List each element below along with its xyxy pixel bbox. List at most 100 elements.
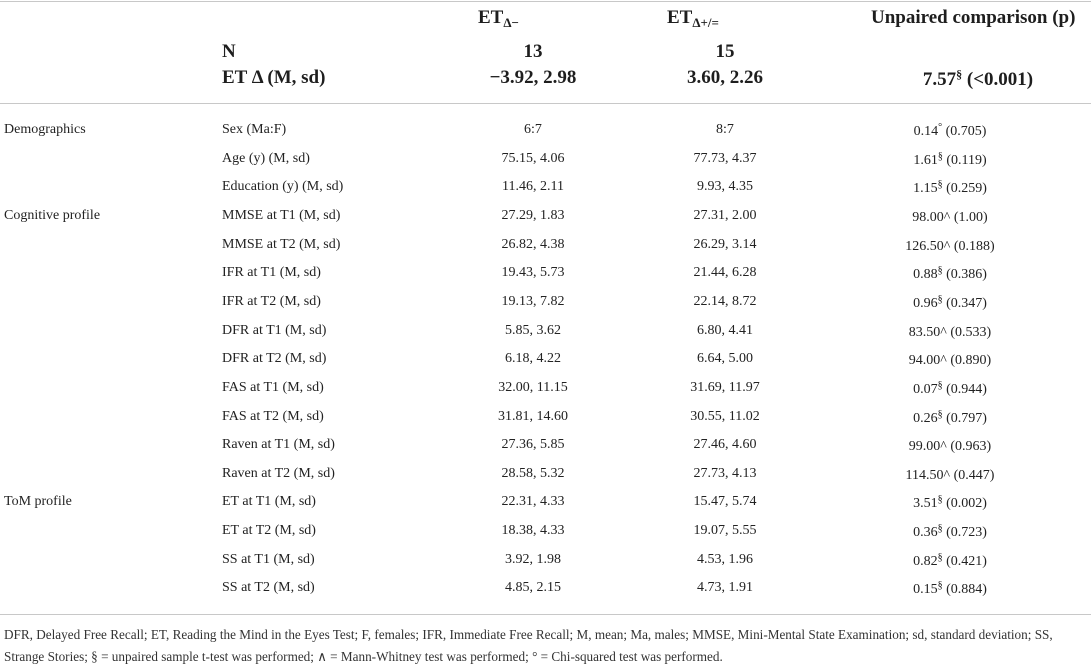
table-row: Raven at T2 (M, sd) 28.58, 5.32 27.73, 4.1… [0, 461, 1091, 489]
group1-value: 19.13, 7.82 [501, 293, 565, 309]
table-row: Raven at T1 (M, sd) 27.36, 5.85 27.46, 4.6… [0, 432, 1091, 460]
group1-value: 75.15, 4.06 [501, 150, 565, 166]
test-statistic: 0.14 [913, 124, 939, 139]
group2-value: 27.73, 4.13 [693, 465, 757, 481]
group2-value: 31.69, 11.97 [690, 379, 760, 395]
test-statistic: 0.07 [913, 381, 938, 397]
variable-label: Sex (Ma:F) [222, 122, 287, 137]
group1-value: 19.43, 5.73 [501, 265, 565, 281]
group2-value: 8:7 [716, 122, 734, 137]
group1-value: 11.46, 2.11 [502, 179, 564, 195]
table-row: ET at T2 (M, sd) 18.38, 4.33 19.07, 5.55 0.… [0, 518, 1091, 546]
et-delta-p: (<0.001) [962, 69, 1034, 90]
test-statistic: 126.50^ [905, 238, 951, 254]
group2-value: 4.73, 1.91 [697, 580, 753, 596]
variable-label: SS at T2 (M, sd) [222, 580, 315, 596]
p-value: (0.002) [942, 496, 987, 512]
test-mark: § [937, 494, 943, 506]
test-statistic: 98.00^ [912, 209, 951, 225]
group1-value: 22.31, 4.33 [501, 494, 565, 510]
group1-value: 32.00, 11.15 [498, 379, 568, 395]
table-row: DFR at T1 (M, sd) 5.85, 3.62 6.80, 4.41 83.… [0, 318, 1091, 346]
table-top-rule [0, 1, 1091, 2]
group2-value: 22.14, 8.72 [693, 293, 757, 309]
comparison-value: 114.50^ (0.447) [880, 466, 1020, 484]
variable-label: FAS at T2 (M, sd) [222, 408, 324, 424]
variable-label: DFR at T2 (M, sd) [222, 351, 327, 367]
p-value: (1.00) [950, 209, 988, 225]
test-statistic: 99.00^ [908, 439, 947, 455]
comparison-value: 0.14° (0.705) [880, 122, 1020, 140]
table-bottom-rule [0, 614, 1091, 615]
header-body-rule [0, 103, 1091, 104]
p-value: (0.944) [942, 381, 987, 397]
test-statistic: 83.50^ [908, 324, 947, 340]
table-row: Age (y) (M, sd) 75.15, 4.06 77.73, 4.37 1.6… [0, 146, 1091, 174]
test-statistic: 0.88 [913, 267, 938, 283]
column-header-et-delta-minus: ETΔ− [478, 7, 519, 31]
p-value: (0.797) [942, 410, 987, 426]
test-mark: § [937, 551, 943, 563]
group1-value: 18.38, 4.33 [501, 523, 565, 539]
table-row: Cognitive profile MMSE at T1 (M, sd) 27.29… [0, 203, 1091, 231]
group1-value: 27.29, 1.83 [501, 207, 565, 223]
group1-value: 3.92, 1.98 [505, 551, 561, 567]
test-statistic: 0.26 [913, 410, 938, 426]
comparison-value: 126.50^ (0.188) [880, 237, 1020, 255]
comparison-value: 0.26§ (0.797) [880, 409, 1020, 427]
group2-value: 15.47, 5.74 [693, 494, 757, 510]
column-header-et-delta-plus: ETΔ+/= [667, 7, 719, 31]
test-statistic: 1.15 [913, 181, 938, 197]
group2-value: 21.44, 6.28 [693, 265, 757, 281]
test-mark: § [937, 523, 943, 535]
group2-value: 77.73, 4.37 [693, 150, 757, 166]
variable-label: ET at T2 (M, sd) [222, 523, 316, 539]
group1-value: 5.85, 3.62 [505, 322, 561, 338]
comparison-value: 0.07§ (0.944) [880, 380, 1020, 398]
p-value: (0.963) [946, 439, 992, 455]
variable-label: Age (y) (M, sd) [222, 150, 310, 166]
comparison-value: 1.61§ (0.119) [880, 151, 1020, 169]
group1-value: 31.81, 14.60 [498, 408, 568, 424]
group1-value: 28.58, 5.32 [501, 465, 565, 481]
column-header-et-delta-plus-label: ET [667, 7, 693, 28]
p-value: (0.347) [942, 295, 987, 311]
table-row: Education (y) (M, sd) 11.46, 2.11 9.93, 4.… [0, 174, 1091, 202]
column-header-comparison: Unpaired comparison (p) [871, 7, 1075, 29]
test-mark: § [937, 293, 943, 305]
table-row: IFR at T1 (M, sd) 19.43, 5.73 21.44, 6.28 0… [0, 260, 1091, 288]
group1-value: 26.82, 4.38 [501, 236, 565, 252]
n-label: N [222, 41, 236, 62]
test-mark: § [937, 580, 943, 592]
group2-value: 9.93, 4.35 [697, 179, 753, 195]
group2-value: 6.64, 5.00 [697, 351, 753, 367]
comparison-value: 83.50^ (0.533) [880, 323, 1020, 341]
table-row: ToM profile ET at T1 (M, sd) 22.31, 4.33 15… [0, 489, 1091, 517]
variable-label: DFR at T1 (M, sd) [222, 322, 327, 338]
variable-label: Education (y) (M, sd) [222, 179, 344, 195]
comparison-value: 0.88§ (0.386) [880, 265, 1020, 283]
group2-value: 27.46, 4.60 [693, 437, 757, 453]
group1-value: 6.18, 4.22 [505, 351, 561, 367]
variable-label: ET at T1 (M, sd) [222, 494, 316, 510]
et-delta-group1: −3.92, 2.98 [489, 67, 577, 88]
column-header-et-delta-minus-sub: Δ− [503, 15, 519, 30]
variable-label: FAS at T1 (M, sd) [222, 379, 324, 395]
variable-label: Raven at T1 (M, sd) [222, 437, 335, 453]
test-statistic: 114.50^ [905, 467, 951, 483]
test-statistic: 1.61 [913, 152, 938, 168]
group2-value: 26.29, 3.14 [693, 236, 757, 252]
n-group1: 13 [523, 41, 543, 62]
table-row: SS at T2 (M, sd) 4.85, 2.15 4.73, 1.91 0.15… [0, 575, 1091, 603]
group1-value: 4.85, 2.15 [505, 580, 561, 596]
comparison-value: 3.51§ (0.002) [880, 494, 1020, 512]
test-statistic: 94.00^ [908, 353, 947, 369]
p-value: (0.386) [942, 267, 987, 283]
et-delta-test-mark: § [956, 67, 963, 81]
comparison-value: 0.15§ (0.884) [880, 580, 1020, 598]
section-label: ToM profile [4, 494, 72, 510]
test-mark: § [937, 408, 943, 420]
test-statistic: 3.51 [913, 496, 938, 512]
comparison-value: 0.82§ (0.421) [880, 552, 1020, 570]
test-statistic: 0.96 [913, 295, 938, 311]
